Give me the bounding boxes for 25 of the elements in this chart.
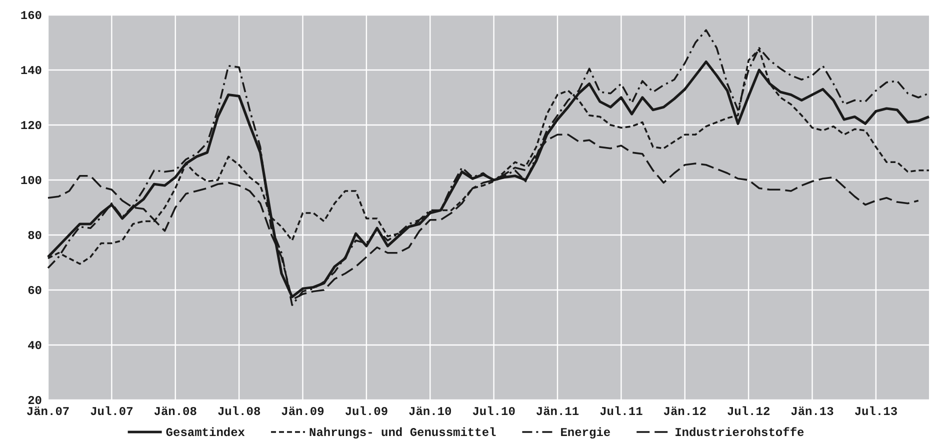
x-tick-label: Jul.09 [344,405,388,419]
legend-label: Nahrungs- und Genussmittel [309,426,496,440]
x-tick-label: Jän.09 [281,405,324,419]
x-tick-label: Jul.10 [472,405,516,419]
x-tick-label: Jän.12 [663,405,706,419]
x-tick-label: Jul.12 [726,405,770,419]
legend-label: Gesamtindex [166,426,246,440]
y-tick-label: 80 [28,229,42,244]
y-tick-label: 160 [20,9,42,24]
y-tick-label: 60 [28,284,42,298]
x-tick-label: Jän.07 [26,405,70,419]
legend-label: Energie [560,426,611,440]
y-tick-label: 140 [20,64,42,78]
x-tick-label: Jul.08 [217,405,261,419]
x-tick-label: Jän.11 [536,405,580,419]
y-tick-label: 100 [20,174,42,188]
x-tick-label: Jul.07 [90,405,134,419]
y-tick-label: 120 [20,119,42,134]
x-tick-label: Jul.11 [600,405,643,419]
legend-label: Industrierohstoffe [674,426,804,440]
x-tick-label: Jän.08 [154,405,197,419]
y-tick-label: 40 [28,339,42,354]
x-tick-label: Jän.10 [408,405,452,419]
x-tick-label: Jän.13 [790,405,834,419]
x-tick-label: Jul.13 [854,405,898,419]
